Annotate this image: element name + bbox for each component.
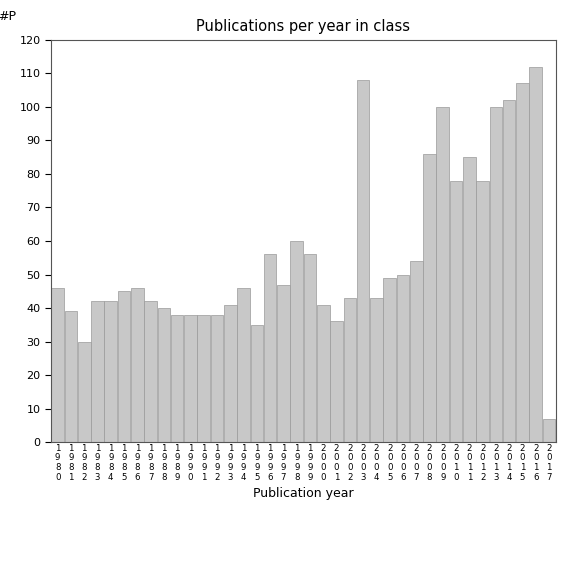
Bar (397, 274, 409, 442)
Bar (516, 83, 529, 442)
Bar (158, 308, 170, 442)
Bar (476, 180, 489, 442)
Bar (52, 288, 64, 442)
Bar (530, 66, 542, 442)
Bar (131, 288, 143, 442)
Bar (330, 321, 343, 442)
Bar (145, 302, 157, 442)
Bar (450, 180, 462, 442)
Bar (304, 255, 316, 442)
Bar (104, 302, 117, 442)
Bar (370, 298, 383, 442)
X-axis label: Publication year: Publication year (253, 487, 354, 500)
Bar (277, 285, 290, 442)
Bar (78, 341, 91, 442)
Bar (91, 302, 104, 442)
Bar (171, 315, 184, 442)
Bar (237, 288, 250, 442)
Bar (184, 315, 197, 442)
Bar (437, 107, 449, 442)
Bar (503, 100, 515, 442)
Title: Publications per year in class: Publications per year in class (196, 19, 411, 35)
Bar (118, 291, 130, 442)
Bar (224, 304, 236, 442)
Bar (197, 315, 210, 442)
Bar (423, 154, 436, 442)
Bar (264, 255, 277, 442)
Bar (489, 107, 502, 442)
Bar (410, 261, 422, 442)
Bar (290, 241, 303, 442)
Bar (543, 419, 555, 442)
Bar (383, 278, 396, 442)
Bar (65, 311, 77, 442)
Bar (317, 304, 329, 442)
Bar (251, 325, 263, 442)
Bar (211, 315, 223, 442)
Bar (463, 157, 476, 442)
Text: #P: #P (0, 10, 16, 23)
Bar (357, 80, 370, 442)
Bar (344, 298, 356, 442)
